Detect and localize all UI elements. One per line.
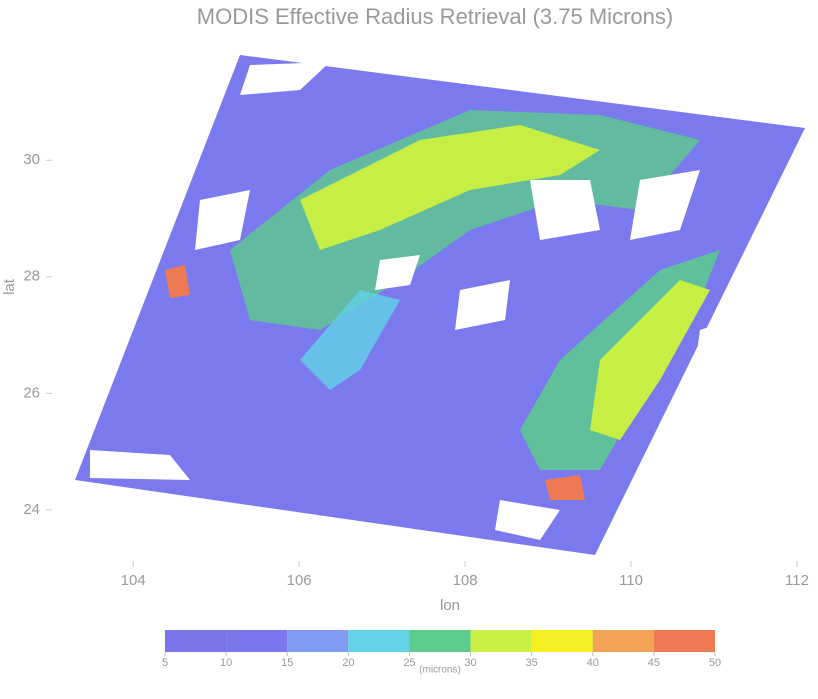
colorbar-tick-label: 25 — [403, 657, 415, 669]
swath-image — [75, 55, 805, 555]
swath-band — [590, 280, 710, 440]
colorbar-bin — [531, 630, 593, 652]
colorbar-bin — [470, 630, 532, 652]
x-tick-label: 104 — [121, 572, 146, 589]
swath-gap — [90, 450, 190, 480]
colorbar-tick-label: 10 — [220, 657, 232, 669]
colorbar-label: (microns) — [419, 665, 461, 676]
colorbar-bin — [409, 630, 471, 652]
colorbar-bin — [287, 630, 349, 652]
y-tick-label: 30 — [23, 151, 40, 168]
y-tick-label: 26 — [23, 384, 40, 401]
swath-gap — [695, 320, 730, 365]
colorbar-tick-label: 20 — [342, 657, 354, 669]
swath-spot — [165, 265, 190, 298]
colorbar-tick-label: 45 — [648, 657, 660, 669]
swath-gap — [240, 62, 330, 95]
colorbar-tick-label: 50 — [709, 657, 721, 669]
colorbar-bin — [653, 630, 715, 652]
colorbar-bin — [348, 630, 410, 652]
swath-band — [300, 125, 600, 250]
colorbar-tick-label: 40 — [587, 657, 599, 669]
x-tick-label: 110 — [619, 572, 643, 589]
swath-gap — [495, 500, 560, 540]
swath-gap — [195, 190, 250, 250]
x-tick-label: 112 — [785, 572, 809, 589]
x-tick-label: 106 — [287, 572, 312, 589]
swath-gap — [630, 170, 700, 240]
colorbar-bin — [592, 630, 654, 652]
colorbar-tick-label: 30 — [464, 657, 476, 669]
x-axis-label: lon — [440, 597, 460, 614]
swath-gap — [530, 180, 600, 240]
colorbar-bin — [226, 630, 288, 652]
colorbar-bin — [165, 630, 227, 652]
y-axis-label: lat — [1, 278, 18, 295]
chart-title: MODIS Effective Radius Retrieval (3.75 M… — [197, 4, 673, 29]
colorbar-tick-label: 15 — [281, 657, 293, 669]
swath-gap — [375, 255, 420, 290]
y-tick-label: 28 — [23, 268, 40, 285]
swath-gap — [455, 280, 510, 330]
colorbar-tick-label: 35 — [526, 657, 538, 669]
colorbar-tick-label: 5 — [162, 657, 168, 669]
x-tick-label: 108 — [453, 572, 478, 589]
swath-spot — [545, 475, 585, 500]
y-tick-label: 24 — [23, 501, 40, 518]
swath-band — [300, 290, 400, 390]
swath-band — [230, 110, 700, 330]
